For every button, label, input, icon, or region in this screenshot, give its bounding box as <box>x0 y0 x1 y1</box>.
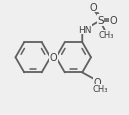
Text: O: O <box>109 16 117 26</box>
Text: S: S <box>97 16 104 26</box>
Text: O: O <box>90 3 98 12</box>
Text: CH₃: CH₃ <box>98 31 114 40</box>
Text: CH₃: CH₃ <box>93 85 108 93</box>
Text: O: O <box>49 53 57 63</box>
Text: HN: HN <box>78 25 92 34</box>
Text: O: O <box>94 77 102 87</box>
